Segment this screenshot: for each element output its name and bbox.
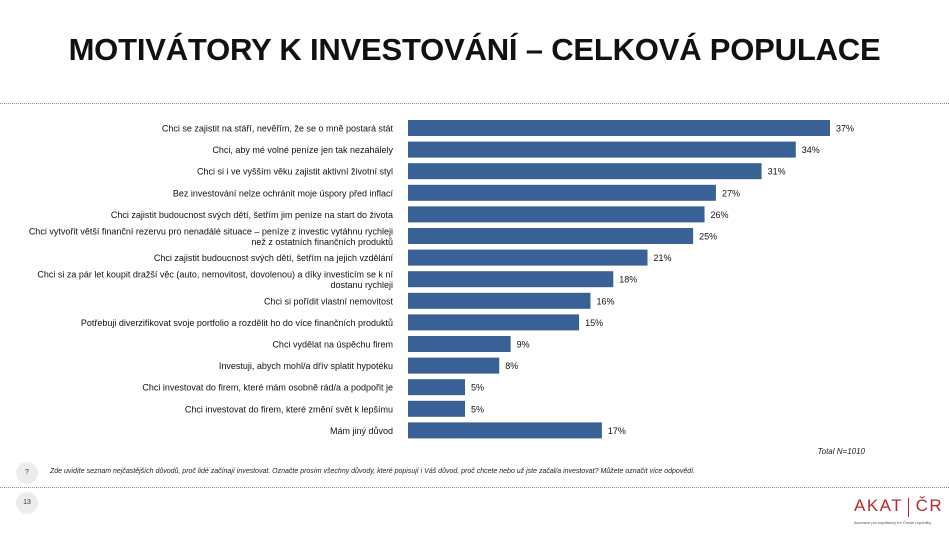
top-divider [0,103,949,104]
bar-11 [408,336,511,352]
value-label-9: 16% [596,296,614,306]
bar-15 [408,422,602,439]
value-label-10: 15% [585,318,603,328]
bar-chart: 37% Chci se zajistit na stáří, nevěřím, ž… [29,120,854,439]
category-label-2: Chci, aby mé volné peníze jen tak nezahá… [212,145,393,155]
sample-size-note: Total N=1010 [817,447,865,456]
bar-8 [408,271,614,288]
bar-7 [408,249,648,266]
value-label-4: 27% [722,188,740,198]
question-text: Zde uvidíte seznam nejčastějších důvodů,… [50,468,695,475]
bar-5 [408,206,705,223]
bar-13 [408,379,466,396]
bar-1 [408,120,830,136]
category-label-15: Mám jiný důvod [330,426,393,436]
category-label-7: Chci zajistit budoucnost svých dětí, šet… [154,253,394,263]
category-label-5: Chci zajistit budoucnost svých dětí, šet… [111,210,393,220]
category-label-4: Bez investování nelze ochránit moje úspo… [173,188,394,198]
category-label-1: Chci se zajistit na stáří, nevěřím, že s… [162,124,394,134]
category-label-13: Chci investovat do firem, které mám osob… [142,383,393,393]
category-label-3: Chci si i ve vyšším věku zajistit aktivn… [197,167,393,177]
bar-14 [408,400,466,417]
value-label-7: 21% [654,253,672,263]
value-label-15: 17% [608,426,626,436]
page-title: MOTIVÁTORY K INVESTOVÁNÍ – CELKOVÁ POPUL… [68,32,881,67]
bar-4 [408,184,716,201]
question-badge: ? [16,462,38,484]
bar-12 [408,357,500,374]
akat-logo: AKAT ČR Asociace pro kapitálový trh Česk… [854,496,944,532]
value-label-5: 26% [711,210,729,220]
category-label-12: Investuji, abych mohl/a dřív splatit hyp… [219,361,393,371]
value-label-1: 37% [836,124,854,134]
category-label-11: Chci vydělat na úspěchu firem [272,340,393,350]
category-label-14: Chci investovat do firem, které změní sv… [185,404,393,414]
value-label-14: 5% [471,404,484,414]
value-label-13: 5% [471,383,484,393]
bar-2 [408,141,796,158]
bar-6 [408,228,694,244]
bar-9 [408,292,591,309]
category-label-8: Chci si za pár let koupit dražší věc (au… [37,269,393,290]
value-label-8: 18% [619,275,637,285]
bar-10 [408,314,580,331]
value-label-2: 34% [802,145,820,155]
page-number: 13 [16,492,38,514]
value-label-12: 8% [505,361,518,371]
category-label-9: Chci si pořídit vlastní nemovitost [264,296,394,306]
category-label-6: Chci vytvořit větší finanční rezervu pro… [29,226,393,247]
value-label-3: 31% [768,167,786,177]
value-label-6: 25% [699,232,717,242]
logo-subtitle: Asociace pro kapitálový trh České republ… [854,520,932,525]
value-label-11: 9% [517,340,530,350]
category-label-10: Potřebuji diverzifikovat svoje portfolio… [81,318,393,328]
bottom-divider [0,487,949,488]
bar-3 [408,163,762,180]
logo-mark: AKAT ČR [854,496,944,515]
logo-divider [908,498,909,517]
